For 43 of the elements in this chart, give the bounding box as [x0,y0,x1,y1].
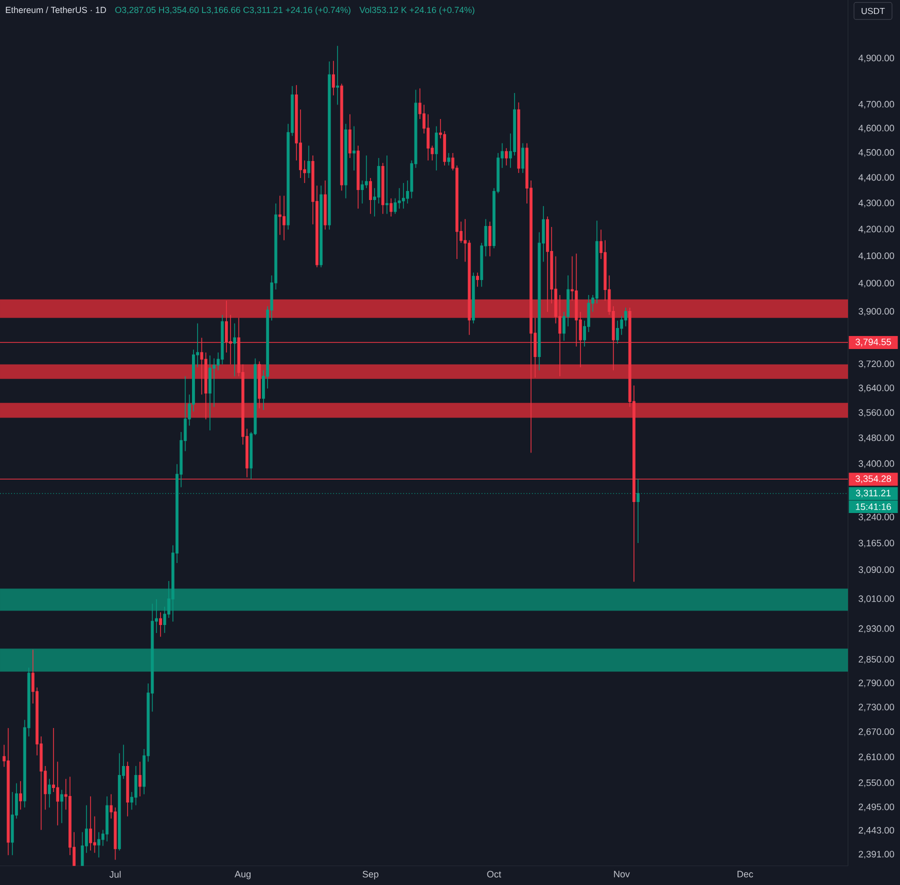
y-tick-label: 2,391.00 [858,850,894,859]
text: 15:41:16 [856,503,891,510]
y-tick-label: 3,165.00 [858,540,894,548]
y-tick-label: 4,100.00 [858,252,894,260]
y-tick-label: 4,900.00 [858,54,894,62]
x-tick-label: Oct [487,870,502,878]
y-tick-label: 3,560.00 [858,409,894,417]
x-tick-label: Jul [109,870,121,878]
y-tick-label: 2,850.00 [858,656,894,664]
y-tick-label: 3,900.00 [858,308,894,316]
x-tick-label: Aug [234,870,251,880]
y-tick-label: 4,000.00 [858,280,894,288]
x-tick-label: Nov [614,870,630,878]
y-tick-label: 2,790.00 [858,680,894,688]
y-tick-label: 4,200.00 [858,226,894,234]
y-tick-label: 3,480.00 [858,434,894,442]
y-tick-label: 3,010.00 [858,595,894,604]
y-tick-label: 4,400.00 [858,174,894,182]
y-tick-label: 4,700.00 [858,100,894,109]
y-tick-label: 3,240.00 [858,514,894,522]
y-tick-label: 4,600.00 [858,124,894,132]
ref-line-label: 3,311.21 [856,490,891,498]
x-tick-label: Dec [738,870,754,878]
y-tick-label: 4,300.00 [858,200,894,208]
y-tick-label: 2,730.00 [858,704,894,712]
y-tick-label: 2,610.00 [858,754,894,762]
y-tick-label: 3,720.00 [858,360,894,368]
y-tick-label: 2,495.00 [858,804,894,812]
y-tick-label: 2,443.00 [858,826,894,835]
annotation: O3,287.05 H3,354.60 L3,166.66 C3,311.21 +24.16 (+0.74%) [115,6,350,15]
y-tick-label: 2,930.00 [858,625,894,633]
y-tick-label: 2,670.00 [858,728,894,736]
y-tick-label: 3,090.00 [858,566,894,574]
ref-line-label: 3,354.28 [856,475,891,484]
y-tick-label: 4,500.00 [858,149,894,157]
y-tick-label: 3,640.00 [858,384,894,392]
x-tick-label: Sep [362,870,378,880]
ref-line-label: 3,794.55 [856,338,892,346]
y-tick-label: 3,400.00 [858,460,894,468]
y-tick-label: 2,550.00 [858,779,894,788]
annotation: Vol353.12 K +24.16 (+0.74%) [359,6,474,15]
y-axis-title: USDT [862,8,885,14]
text: Ethereum / TetherUS · 1D [6,6,106,14]
